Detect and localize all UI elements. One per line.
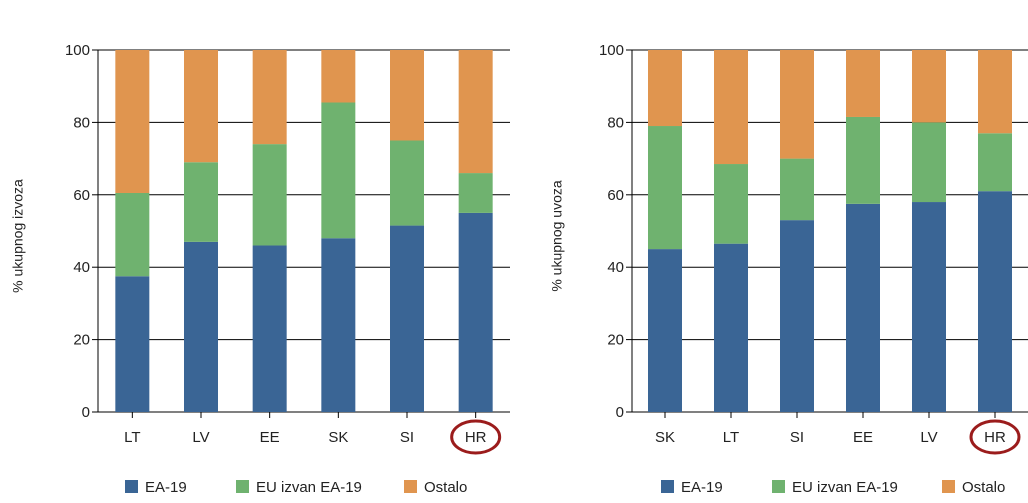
y-tick-label: 100 — [599, 42, 624, 59]
y-tick-label: 60 — [73, 187, 90, 204]
y-tick-label: 80 — [73, 114, 90, 131]
bar-segment-ee-ostalo — [846, 50, 880, 117]
bar-segment-ee-eu-izvan-ea-19 — [846, 116, 880, 204]
y-axis-label: % ukupnog izvoza — [10, 179, 26, 293]
bar-segment-lv-ostalo — [184, 50, 218, 163]
legend-label: EA-19 — [145, 479, 187, 496]
highlight-circle — [450, 419, 502, 455]
legend-swatch — [942, 480, 955, 493]
legend-label: Ostalo — [424, 479, 467, 496]
bar-segment-lt-ea-19 — [115, 276, 150, 412]
bar-segment-hr-ea-19 — [458, 212, 493, 412]
y-tick-label: 80 — [607, 114, 624, 131]
bar-segment-hr-eu-izvan-ea-19 — [978, 133, 1012, 192]
y-tick-label: 60 — [607, 187, 624, 204]
y-tick-label: 20 — [607, 332, 624, 349]
bar-segment-ee-eu-izvan-ea-19 — [252, 144, 287, 246]
bar-segment-lv-ostalo — [912, 50, 946, 123]
bar-segment-lv-eu-izvan-ea-19 — [184, 162, 218, 242]
y-tick-label: 40 — [73, 259, 90, 276]
bar-segment-sk-eu-izvan-ea-19 — [321, 102, 356, 239]
bar-segment-si-eu-izvan-ea-19 — [780, 158, 814, 221]
export-legend: EA-19 EU izvan EA-19 Ostalo — [125, 479, 467, 496]
legend-label: EU izvan EA-19 — [256, 479, 362, 496]
bar-segment-sk-ea-19 — [321, 238, 356, 412]
bar-segment-si-eu-izvan-ea-19 — [390, 140, 424, 226]
bar-segment-si-ea-19 — [390, 225, 424, 412]
y-tick-label: 20 — [73, 332, 90, 349]
bar-segment-lv-ea-19 — [184, 241, 218, 412]
bar-segment-lt-eu-izvan-ea-19 — [714, 164, 748, 244]
y-tick-label: 40 — [607, 259, 624, 276]
legend-swatch — [236, 480, 249, 493]
bar-segment-si-ea-19 — [780, 220, 814, 412]
bar-segment-lt-ea-19 — [714, 243, 748, 412]
bar-segment-lt-ostalo — [115, 50, 150, 193]
x-tick-label: SI — [400, 429, 414, 446]
x-tick-label: HR — [984, 429, 1006, 446]
bar-segment-ee-ea-19 — [846, 203, 880, 412]
export-chart-panel: % ukupnog izvoza 0 20 40 60 80 100 LT LV EE SK SI HR — [10, 42, 510, 455]
bar-segment-hr-ostalo — [458, 50, 493, 174]
x-tick-label: LV — [920, 429, 937, 446]
x-tick-label: SI — [790, 429, 804, 446]
bar-segment-lv-eu-izvan-ea-19 — [912, 122, 946, 203]
y-axis-label: % ukupnog uvoza — [549, 180, 565, 292]
highlight-circle — [969, 419, 1021, 455]
bar-segment-sk-eu-izvan-ea-19 — [648, 126, 682, 250]
bar-segment-hr-eu-izvan-ea-19 — [458, 173, 493, 213]
x-tick-label: LV — [192, 429, 209, 446]
x-tick-label: SK — [328, 429, 348, 446]
legend-label: EU izvan EA-19 — [792, 479, 898, 496]
bar-segment-lv-ea-19 — [912, 202, 946, 412]
import-chart-panel: % ukupnog uvoza 0 20 40 60 80 100 SK LT SI EE LV HR — [549, 42, 1028, 455]
legend-label: EA-19 — [681, 479, 723, 496]
legend-swatch — [125, 480, 138, 493]
y-tick-label: 0 — [616, 404, 624, 421]
bar-segment-sk-ostalo — [321, 50, 356, 103]
bar-segment-lt-ostalo — [714, 50, 748, 165]
bar-segment-sk-ostalo — [648, 50, 682, 127]
bar-segment-si-ostalo — [390, 50, 424, 141]
y-tick-label: 0 — [82, 404, 90, 421]
bar-segment-hr-ostalo — [978, 50, 1012, 134]
import-legend: EA-19 EU izvan EA-19 Ostalo — [661, 479, 1005, 496]
bar-segment-ee-ea-19 — [252, 245, 287, 412]
x-tick-label: LT — [124, 429, 140, 446]
x-tick-label: HR — [465, 429, 487, 446]
y-tick-label: 100 — [65, 42, 90, 59]
legend-swatch — [404, 480, 417, 493]
x-tick-label: EE — [260, 429, 280, 446]
legend-swatch — [661, 480, 674, 493]
legend-label: Ostalo — [962, 479, 1005, 496]
x-tick-label: SK — [655, 429, 675, 446]
bar-segment-ee-ostalo — [252, 50, 287, 145]
x-tick-label: LT — [723, 429, 739, 446]
bar-segment-sk-ea-19 — [648, 249, 682, 412]
legend-swatch — [772, 480, 785, 493]
x-tick-label: EE — [853, 429, 873, 446]
bar-segment-lt-eu-izvan-ea-19 — [115, 192, 150, 277]
bar-segment-si-ostalo — [780, 50, 814, 159]
bar-segment-hr-ea-19 — [978, 191, 1012, 412]
